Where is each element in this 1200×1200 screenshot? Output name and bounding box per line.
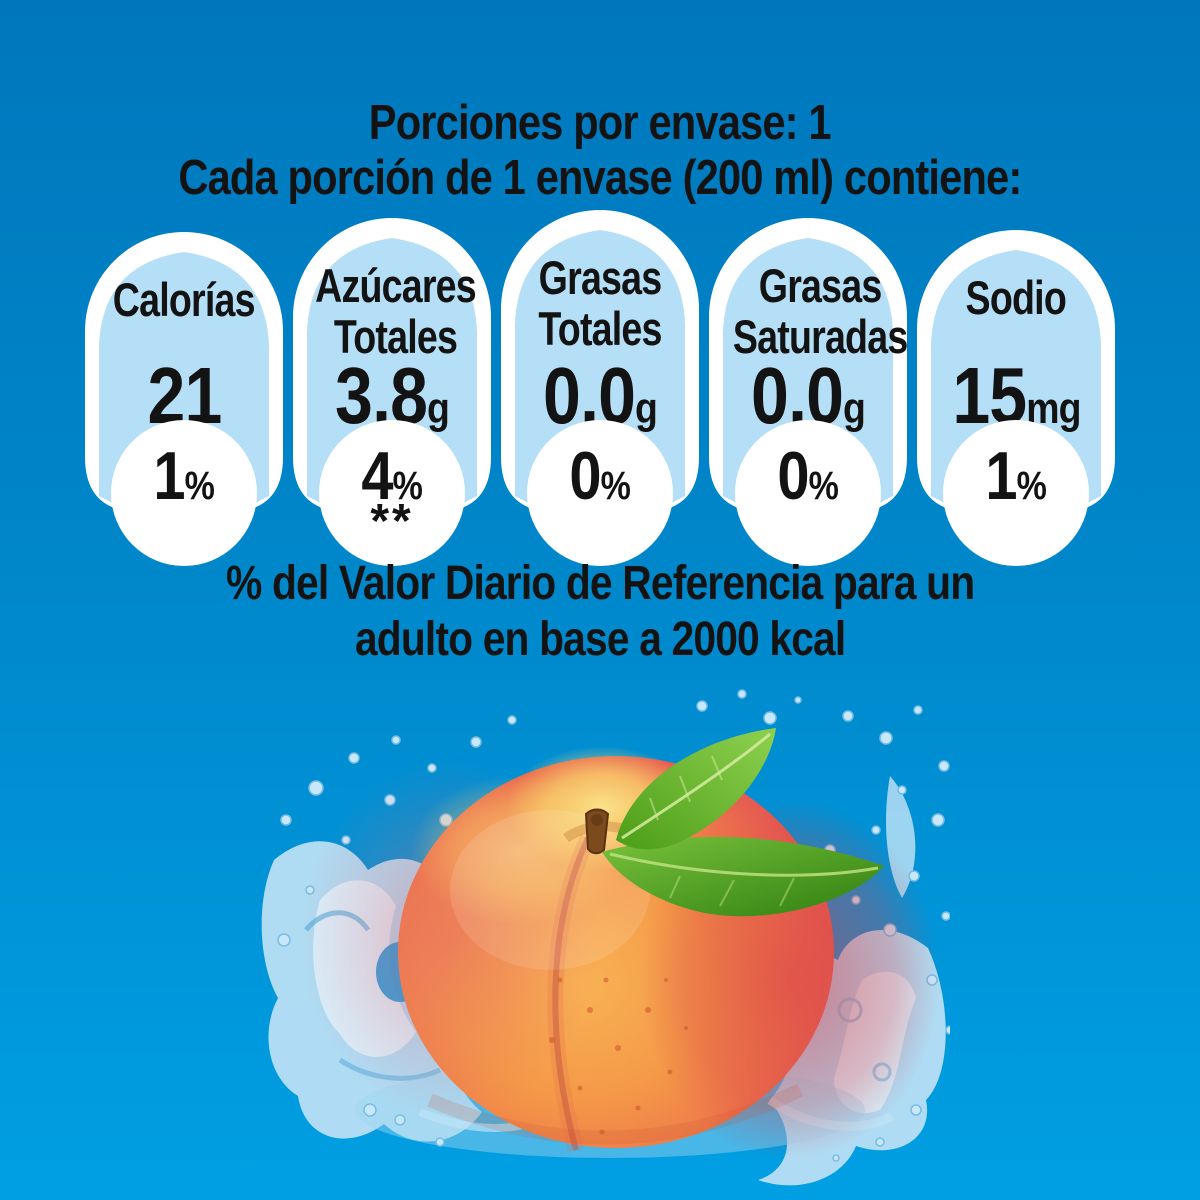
percent-circle: 1% [943, 420, 1089, 566]
peach-image [250, 680, 950, 1200]
nutrient-panel-row: Calorías 21 1% Azúcares Totales 3,8g 4% … [85, 210, 1115, 566]
panel-grasas-totales: Grasas Totales 0,0g 0% [501, 210, 699, 566]
percent-sign: % [1016, 463, 1047, 508]
percent-circle: 0% [735, 420, 881, 566]
serving-size-text: Cada porción de 1 envase (200 ml) contie… [178, 151, 1022, 205]
percent-value: 0 [569, 437, 602, 514]
label-header: Porciones por envase: 1 Cada porción de … [0, 96, 1200, 206]
peach-stem [584, 808, 610, 855]
percent-value: 0 [777, 437, 810, 514]
panel-grasas-saturadas: Grasas Saturadas 0,0g 0% [709, 210, 908, 566]
percent-value: 1 [985, 437, 1018, 514]
daily-value-footnote: % del Valor Diario de Referencia para un… [225, 557, 975, 666]
panel-unit: g [426, 384, 450, 433]
percent-sign: % [600, 463, 631, 508]
percent-sign: % [184, 463, 215, 508]
servings-per-container-text: Porciones por envase: 1 [369, 96, 832, 150]
percent-circle: 0% [527, 420, 673, 566]
panel-sodio: Sodio 15mg 1% [917, 210, 1115, 566]
percent-value: 1 [153, 437, 186, 514]
peach-leaves [602, 728, 884, 917]
percent-circle: 1% [111, 420, 257, 566]
panel-title: Calorías [112, 273, 256, 326]
panel-title: Sodio [965, 271, 1067, 324]
percent-sign: % [808, 463, 839, 508]
panel-title: Azúcares Totales [315, 259, 477, 363]
percent-sign: % [392, 463, 423, 508]
panel-calorias: Calorías 21 1% [85, 210, 283, 566]
panel-title: Grasas Saturadas [732, 259, 908, 363]
percent-circle: 4% ** [319, 420, 465, 566]
dew-drops [549, 977, 688, 1135]
panel-title: Grasas Totales [538, 251, 662, 355]
peach-body [300, 746, 940, 1160]
panel-unit: g [842, 384, 866, 433]
percent-value: 4 [361, 437, 394, 514]
peach-illustration [261, 689, 950, 1186]
panel-unit: g [634, 384, 658, 433]
panel-azucares-totales: Azúcares Totales 3,8g 4% ** [293, 210, 491, 566]
